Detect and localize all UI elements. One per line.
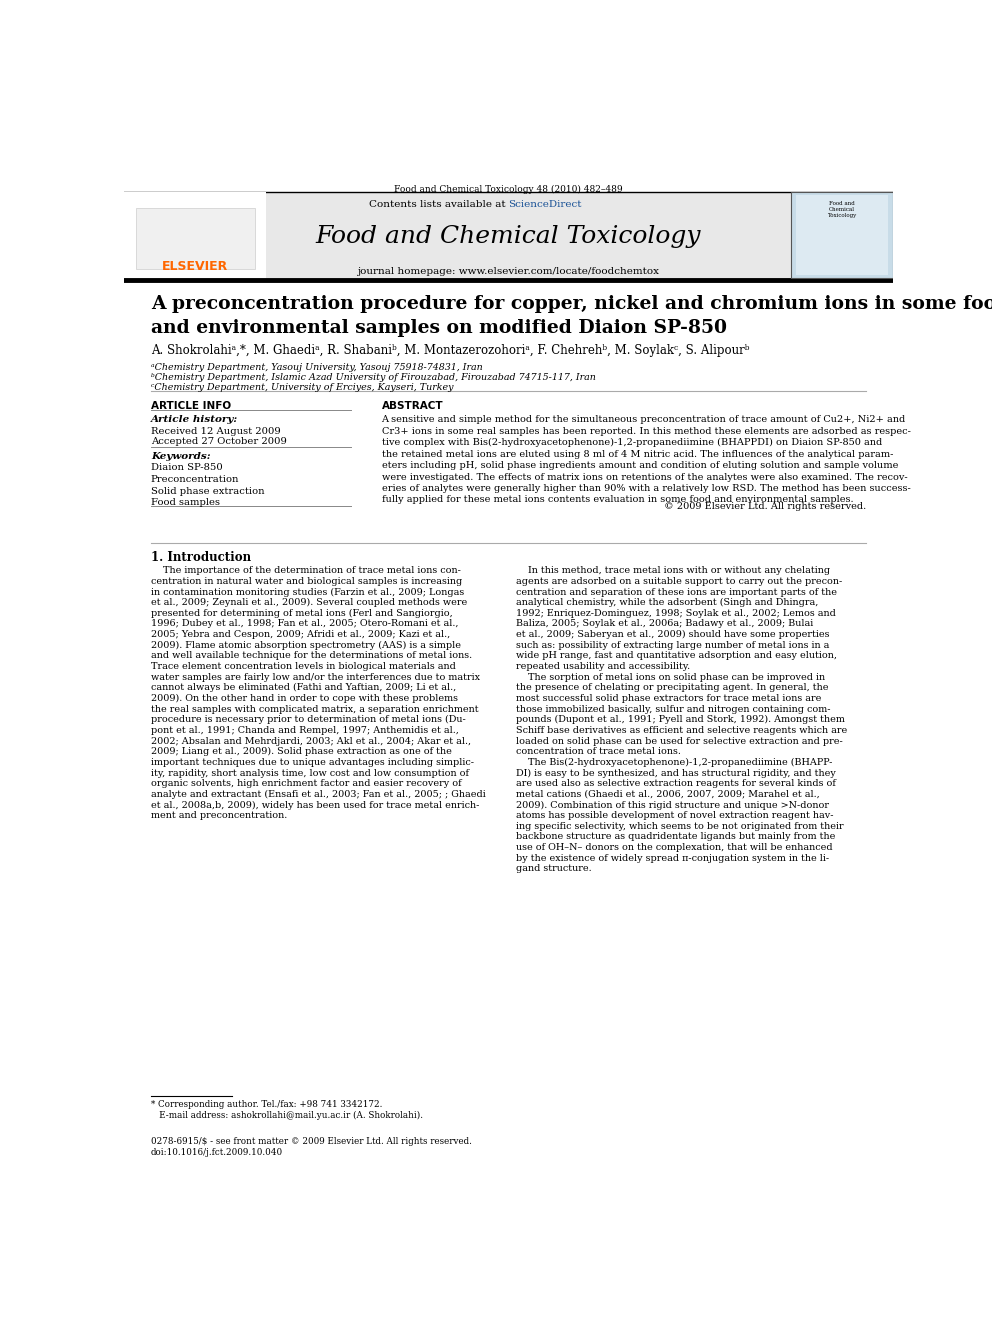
Text: most successful solid phase extractors for trace metal ions are: most successful solid phase extractors f… — [516, 695, 821, 703]
Text: analytical chemistry, while the adsorbent (Singh and Dhingra,: analytical chemistry, while the adsorben… — [516, 598, 818, 607]
Text: Baliza, 2005; Soylak et al., 2006a; Badawy et al., 2009; Bulai: Baliza, 2005; Soylak et al., 2006a; Bada… — [516, 619, 813, 628]
Text: Preconcentration: Preconcentration — [151, 475, 239, 484]
Text: pounds (Dupont et al., 1991; Pyell and Stork, 1992). Amongst them: pounds (Dupont et al., 1991; Pyell and S… — [516, 716, 845, 725]
Text: in contamination monitoring studies (Farzin et al., 2009; Longas: in contamination monitoring studies (Far… — [151, 587, 464, 597]
Text: gand structure.: gand structure. — [516, 864, 591, 873]
Text: fully applied for these metal ions contents evaluation in some food and environm: fully applied for these metal ions conte… — [382, 495, 853, 504]
Text: 1. Introduction: 1. Introduction — [151, 550, 251, 564]
Text: important techniques due to unique advantages including simplic-: important techniques due to unique advan… — [151, 758, 474, 767]
Text: Diaion SP-850: Diaion SP-850 — [151, 463, 222, 472]
Text: In this method, trace metal ions with or without any chelating: In this method, trace metal ions with or… — [516, 566, 830, 576]
Text: and well available technique for the determinations of metal ions.: and well available technique for the det… — [151, 651, 472, 660]
Text: 1996; Dubey et al., 1998; Fan et al., 2005; Otero-Romani et al.,: 1996; Dubey et al., 1998; Fan et al., 20… — [151, 619, 458, 628]
Text: metal cations (Ghaedi et al., 2006, 2007, 2009; Marahel et al.,: metal cations (Ghaedi et al., 2006, 2007… — [516, 790, 819, 799]
Text: loaded on solid phase can be used for selective extraction and pre-: loaded on solid phase can be used for se… — [516, 737, 843, 746]
Text: those immobilized basically, sulfur and nitrogen containing com-: those immobilized basically, sulfur and … — [516, 705, 830, 713]
Text: cannot always be eliminated (Fathi and Yaftian, 2009; Li et al.,: cannot always be eliminated (Fathi and Y… — [151, 684, 456, 692]
Text: A sensitive and simple method for the simultaneous preconcentration of trace amo: A sensitive and simple method for the si… — [382, 415, 906, 425]
Text: the real samples with complicated matrix, a separation enrichment: the real samples with complicated matrix… — [151, 705, 478, 713]
Text: Keywords:: Keywords: — [151, 452, 210, 462]
Text: 2009). Flame atomic absorption spectrometry (AAS) is a simple: 2009). Flame atomic absorption spectrome… — [151, 640, 461, 650]
FancyBboxPatch shape — [792, 192, 893, 278]
Text: The sorption of metal ions on solid phase can be improved in: The sorption of metal ions on solid phas… — [516, 672, 825, 681]
Text: ing specific selectivity, which seems to be not originated from their: ing specific selectivity, which seems to… — [516, 822, 844, 831]
Text: ᵇChemistry Department, Islamic Azad University of Firouzabad, Firouzabad 74715-1: ᵇChemistry Department, Islamic Azad Univ… — [151, 373, 596, 382]
Text: atoms has possible development of novel extraction reagent hav-: atoms has possible development of novel … — [516, 811, 833, 820]
Text: A. Shokrolahiᵃ,*, M. Ghaediᵃ, R. Shabaniᵇ, M. Montazerozohoriᵃ, F. Chehrehᵇ, M. : A. Shokrolahiᵃ,*, M. Ghaediᵃ, R. Shabani… — [151, 344, 749, 357]
Text: E-mail address: ashokrollahi@mail.yu.ac.ir (A. Shokrolahi).: E-mail address: ashokrollahi@mail.yu.ac.… — [151, 1111, 423, 1121]
Text: 2009). Combination of this rigid structure and unique >N-donor: 2009). Combination of this rigid structu… — [516, 800, 829, 810]
Text: organic solvents, high enrichment factor and easier recovery of: organic solvents, high enrichment factor… — [151, 779, 461, 789]
Text: concentration of trace metal ions.: concentration of trace metal ions. — [516, 747, 681, 757]
Text: ARTICLE INFO: ARTICLE INFO — [151, 401, 231, 411]
Text: et al., 2008a,b, 2009), widely has been used for trace metal enrich-: et al., 2008a,b, 2009), widely has been … — [151, 800, 479, 810]
FancyBboxPatch shape — [796, 196, 888, 275]
Text: analyte and extractant (Ensafi et al., 2003; Fan et al., 2005; ; Ghaedi: analyte and extractant (Ensafi et al., 2… — [151, 790, 486, 799]
Text: Received 12 August 2009: Received 12 August 2009 — [151, 427, 281, 435]
Text: pont et al., 1991; Chanda and Rempel, 1997; Anthemidis et al.,: pont et al., 1991; Chanda and Rempel, 19… — [151, 726, 458, 736]
Text: 2009). On the other hand in order to cope with these problems: 2009). On the other hand in order to cop… — [151, 695, 458, 703]
Text: * Corresponding author. Tel./fax: +98 741 3342172.: * Corresponding author. Tel./fax: +98 74… — [151, 1099, 382, 1109]
Text: Cr3+ ions in some real samples has been reported. In this method these elements : Cr3+ ions in some real samples has been … — [382, 427, 911, 435]
Text: Food samples: Food samples — [151, 499, 220, 508]
Text: DI) is easy to be synthesized, and has structural rigidity, and they: DI) is easy to be synthesized, and has s… — [516, 769, 836, 778]
Text: journal homepage: www.elsevier.com/locate/foodchemtox: journal homepage: www.elsevier.com/locat… — [357, 267, 660, 275]
Text: Article history:: Article history: — [151, 415, 238, 425]
Text: the retained metal ions are eluted using 8 ml of 4 M nitric acid. The influences: the retained metal ions are eluted using… — [382, 450, 893, 459]
Text: Trace element concentration levels in biological materials and: Trace element concentration levels in bi… — [151, 662, 455, 671]
Text: procedure is necessary prior to determination of metal ions (Du-: procedure is necessary prior to determin… — [151, 716, 465, 725]
Text: 1992; Enriquez-Dominguez, 1998; Soylak et al., 2002; Lemos and: 1992; Enriquez-Dominguez, 1998; Soylak e… — [516, 609, 836, 618]
Text: ᵃChemistry Department, Yasouj University, Yasouj 75918-74831, Iran: ᵃChemistry Department, Yasouj University… — [151, 363, 483, 372]
Text: eters including pH, solid phase ingredients amount and condition of eluting solu: eters including pH, solid phase ingredie… — [382, 462, 898, 470]
Text: The importance of the determination of trace metal ions con-: The importance of the determination of t… — [151, 566, 460, 576]
Text: ment and preconcentration.: ment and preconcentration. — [151, 811, 287, 820]
FancyBboxPatch shape — [124, 192, 266, 278]
Text: © 2009 Elsevier Ltd. All rights reserved.: © 2009 Elsevier Ltd. All rights reserved… — [664, 501, 866, 511]
Text: eries of analytes were generally higher than 90% with a relatively low RSD. The : eries of analytes were generally higher … — [382, 484, 911, 493]
Text: Food and Chemical Toxicology: Food and Chemical Toxicology — [315, 225, 701, 247]
Text: et al., 2009; Zeynali et al., 2009). Several coupled methods were: et al., 2009; Zeynali et al., 2009). Sev… — [151, 598, 467, 607]
FancyBboxPatch shape — [136, 208, 255, 269]
Text: by the existence of widely spread π-conjugation system in the li-: by the existence of widely spread π-conj… — [516, 853, 829, 863]
Text: centration and separation of these ions are important parts of the: centration and separation of these ions … — [516, 587, 837, 597]
Text: ABSTRACT: ABSTRACT — [382, 401, 443, 411]
Text: ity, rapidity, short analysis time, low cost and low consumption of: ity, rapidity, short analysis time, low … — [151, 769, 469, 778]
Text: Accepted 27 October 2009: Accepted 27 October 2009 — [151, 437, 287, 446]
Text: A preconcentration procedure for copper, nickel and chromium ions in some food
a: A preconcentration procedure for copper,… — [151, 295, 992, 337]
Text: 2002; Absalan and Mehrdjardi, 2003; Akl et al., 2004; Akar et al.,: 2002; Absalan and Mehrdjardi, 2003; Akl … — [151, 737, 471, 746]
Text: 2009; Liang et al., 2009). Solid phase extraction as one of the: 2009; Liang et al., 2009). Solid phase e… — [151, 747, 451, 757]
Text: Food and
Chemical
Toxicology: Food and Chemical Toxicology — [827, 201, 857, 218]
Text: ScienceDirect: ScienceDirect — [509, 200, 582, 209]
Text: The Bis(2-hydroxyacetophenone)-1,2-propanediimine (BHAPP-: The Bis(2-hydroxyacetophenone)-1,2-propa… — [516, 758, 832, 767]
Text: use of OH–N– donors on the complexation, that will be enhanced: use of OH–N– donors on the complexation,… — [516, 843, 832, 852]
Text: the presence of chelating or precipitating agent. In general, the: the presence of chelating or precipitati… — [516, 684, 828, 692]
Text: are used also as selective extraction reagents for several kinds of: are used also as selective extraction re… — [516, 779, 836, 789]
Text: water samples are fairly low and/or the interferences due to matrix: water samples are fairly low and/or the … — [151, 672, 480, 681]
Text: such as: possibility of extracting large number of metal ions in a: such as: possibility of extracting large… — [516, 640, 829, 650]
Text: centration in natural water and biological samples is increasing: centration in natural water and biologic… — [151, 577, 462, 586]
Text: Solid phase extraction: Solid phase extraction — [151, 487, 265, 496]
Text: were investigated. The effects of matrix ions on retentions of the analytes were: were investigated. The effects of matrix… — [382, 472, 907, 482]
Text: et al., 2009; Saberyan et al., 2009) should have some properties: et al., 2009; Saberyan et al., 2009) sho… — [516, 630, 829, 639]
Text: 2005; Yebra and Cespon, 2009; Afridi et al., 2009; Kazi et al.,: 2005; Yebra and Cespon, 2009; Afridi et … — [151, 630, 450, 639]
Text: agents are adsorbed on a suitable support to carry out the precon-: agents are adsorbed on a suitable suppor… — [516, 577, 842, 586]
Text: repeated usability and accessibility.: repeated usability and accessibility. — [516, 662, 690, 671]
Text: Contents lists available at: Contents lists available at — [368, 200, 509, 209]
Text: wide pH range, fast and quantitative adsorption and easy elution,: wide pH range, fast and quantitative ads… — [516, 651, 837, 660]
Text: Food and Chemical Toxicology 48 (2010) 482–489: Food and Chemical Toxicology 48 (2010) 4… — [394, 185, 623, 194]
Text: ELSEVIER: ELSEVIER — [163, 259, 228, 273]
FancyBboxPatch shape — [124, 192, 893, 278]
Text: doi:10.1016/j.fct.2009.10.040: doi:10.1016/j.fct.2009.10.040 — [151, 1148, 283, 1156]
Text: backbone structure as quadridentate ligands but mainly from the: backbone structure as quadridentate liga… — [516, 832, 835, 841]
Text: presented for determining of metal ions (Ferl and Sangiorgio,: presented for determining of metal ions … — [151, 609, 452, 618]
Text: Schiff base derivatives as efficient and selective reagents which are: Schiff base derivatives as efficient and… — [516, 726, 847, 736]
Text: ᶜChemistry Department, University of Erciyes, Kayseri, Turkey: ᶜChemistry Department, University of Erc… — [151, 382, 453, 392]
Text: tive complex with Bis(2-hydroxyacetophenone)-1,2-propanediimine (BHAPPDI) on Dia: tive complex with Bis(2-hydroxyacetophen… — [382, 438, 882, 447]
Text: 0278-6915/$ - see front matter © 2009 Elsevier Ltd. All rights reserved.: 0278-6915/$ - see front matter © 2009 El… — [151, 1136, 472, 1146]
